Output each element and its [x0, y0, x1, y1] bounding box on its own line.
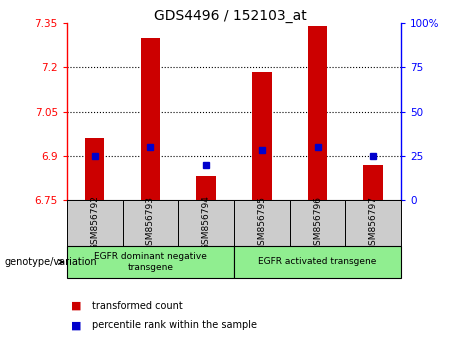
Text: genotype/variation: genotype/variation [5, 257, 97, 267]
Text: ■: ■ [71, 320, 82, 330]
Text: GSM856794: GSM856794 [201, 195, 211, 251]
Text: GSM856793: GSM856793 [146, 195, 155, 251]
Bar [234, 246, 401, 278]
Bar [234, 200, 290, 246]
Text: GSM856796: GSM856796 [313, 195, 322, 251]
Bar [290, 200, 345, 246]
Bar [85, 138, 105, 200]
Bar [345, 200, 401, 246]
Bar [252, 72, 272, 200]
Text: GSM856792: GSM856792 [90, 195, 99, 251]
Bar [67, 246, 234, 278]
Bar [123, 200, 178, 246]
Bar [178, 200, 234, 246]
Text: GDS4496 / 152103_at: GDS4496 / 152103_at [154, 9, 307, 23]
Text: EGFR activated transgene: EGFR activated transgene [258, 257, 377, 267]
Text: GSM856795: GSM856795 [257, 195, 266, 251]
Bar [196, 176, 216, 200]
Bar [141, 38, 160, 200]
Text: percentile rank within the sample: percentile rank within the sample [92, 320, 257, 330]
Bar [363, 165, 383, 200]
Bar [308, 26, 327, 200]
Text: ■: ■ [71, 301, 82, 311]
Text: EGFR dominant negative
transgene: EGFR dominant negative transgene [94, 252, 207, 272]
Text: transformed count: transformed count [92, 301, 183, 311]
Text: GSM856797: GSM856797 [369, 195, 378, 251]
Bar [67, 200, 123, 246]
